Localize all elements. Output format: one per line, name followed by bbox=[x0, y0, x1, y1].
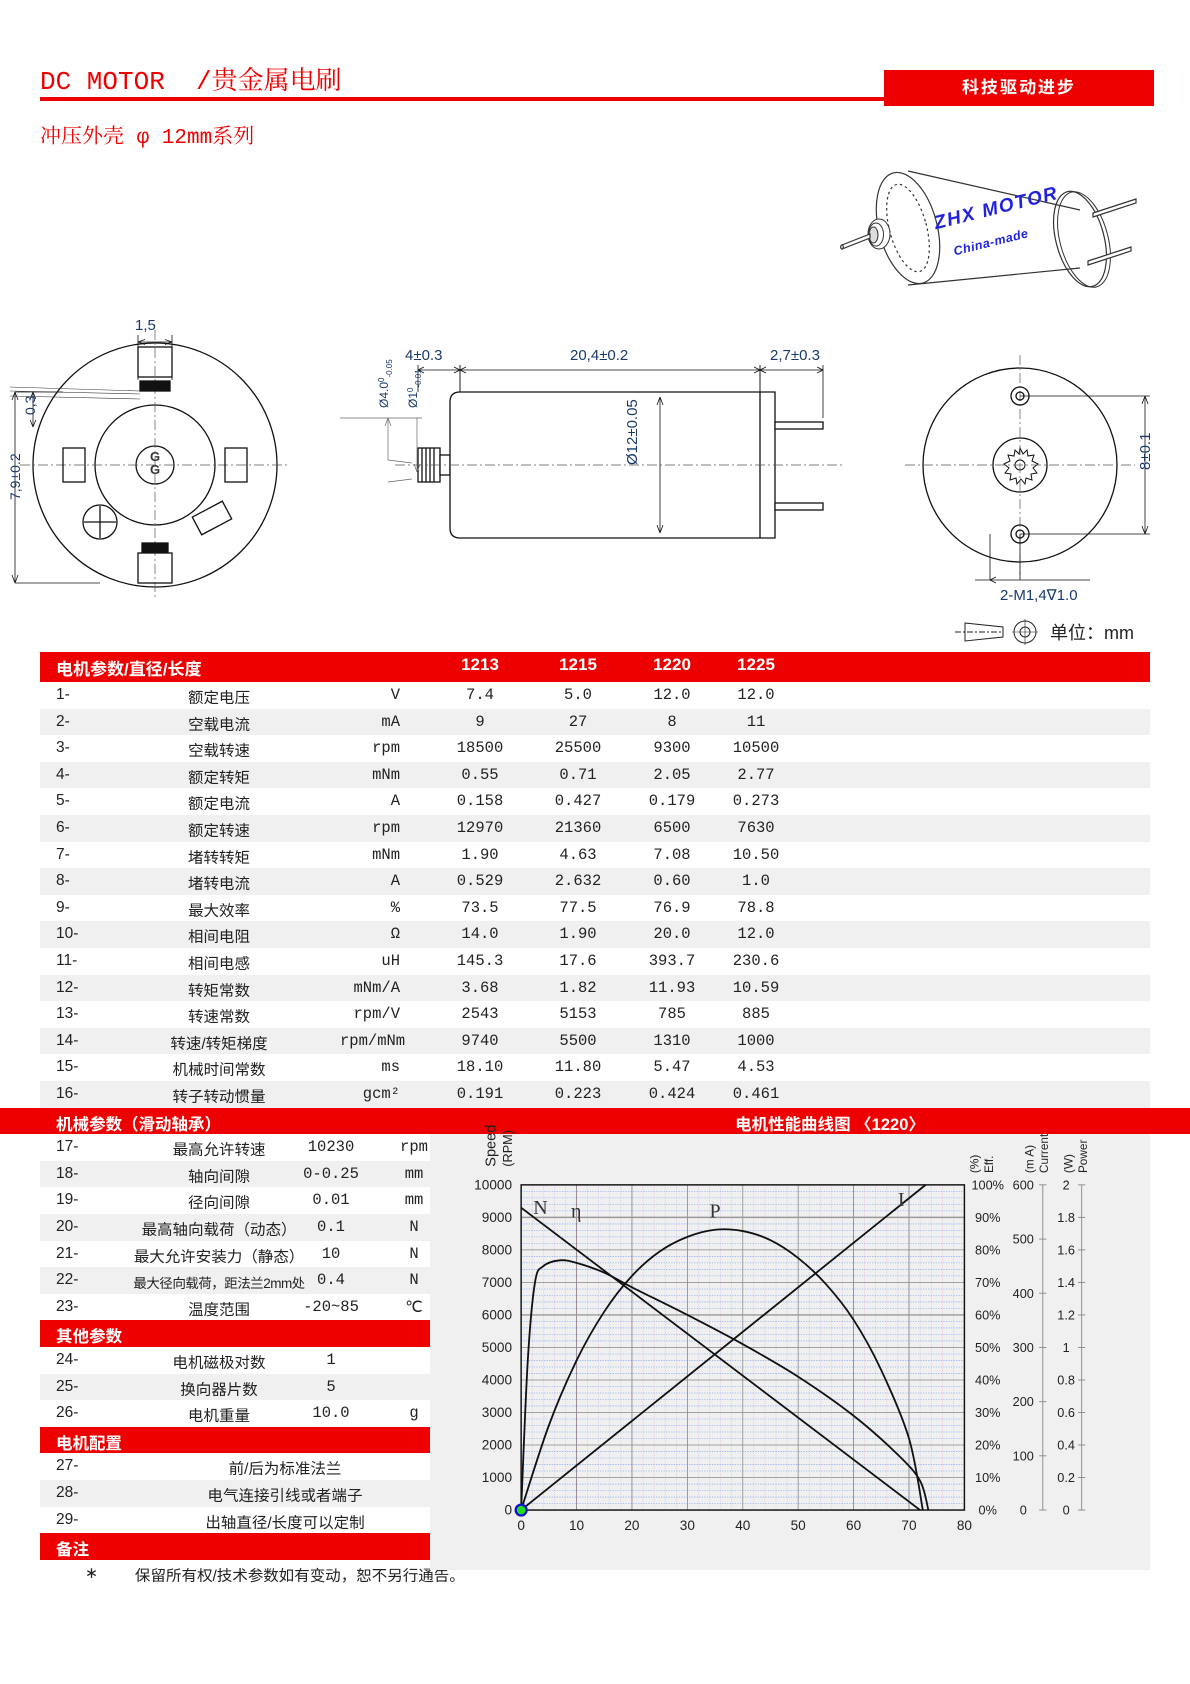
svg-text:0.6: 0.6 bbox=[1057, 1405, 1075, 1420]
svg-text:I: I bbox=[898, 1189, 905, 1211]
svg-text:600: 600 bbox=[1013, 1177, 1034, 1192]
svg-text:Power: Power bbox=[1076, 1140, 1090, 1174]
svg-text:4±0.3: 4±0.3 bbox=[405, 347, 442, 364]
svg-text:20,4±0.2: 20,4±0.2 bbox=[570, 347, 628, 364]
svg-text:7,9±0.2: 7,9±0.2 bbox=[7, 453, 23, 500]
svg-text:Ø10-0.01: Ø10-0.01 bbox=[406, 369, 423, 408]
svg-text:40%: 40% bbox=[975, 1373, 1000, 1388]
svg-text:8000: 8000 bbox=[482, 1242, 513, 1257]
svg-text:60%: 60% bbox=[975, 1307, 1000, 1322]
svg-text:0.2: 0.2 bbox=[1057, 1470, 1075, 1485]
svg-text:30%: 30% bbox=[975, 1405, 1000, 1420]
svg-text:0: 0 bbox=[517, 1518, 525, 1533]
svg-text:0: 0 bbox=[1063, 1503, 1070, 1518]
svg-text:2-M1,4∇1.0: 2-M1,4∇1.0 bbox=[1000, 587, 1078, 604]
svg-text:40: 40 bbox=[735, 1518, 751, 1533]
svg-text:6000: 6000 bbox=[482, 1307, 513, 1322]
svg-text:30: 30 bbox=[680, 1518, 696, 1533]
svg-text:1,5: 1,5 bbox=[135, 317, 156, 334]
svg-text:10: 10 bbox=[569, 1518, 585, 1533]
svg-text:2: 2 bbox=[1063, 1177, 1070, 1192]
svg-text:100: 100 bbox=[1013, 1448, 1034, 1463]
svg-text:0.4: 0.4 bbox=[1057, 1438, 1075, 1453]
svg-text:2000: 2000 bbox=[482, 1438, 513, 1453]
svg-text:50%: 50% bbox=[975, 1340, 1000, 1355]
svg-text:1.2: 1.2 bbox=[1057, 1307, 1075, 1322]
svg-text:(RPM): (RPM) bbox=[500, 1130, 515, 1167]
svg-text:100%: 100% bbox=[971, 1177, 1003, 1192]
svg-text:300: 300 bbox=[1013, 1340, 1034, 1355]
svg-text:9000: 9000 bbox=[482, 1210, 513, 1225]
svg-text:70%: 70% bbox=[975, 1275, 1000, 1290]
svg-text:0: 0 bbox=[1020, 1503, 1027, 1518]
svg-text:500: 500 bbox=[1013, 1232, 1034, 1247]
svg-text:2,7±0.3: 2,7±0.3 bbox=[770, 347, 820, 364]
svg-text:P: P bbox=[710, 1200, 721, 1222]
svg-text:60: 60 bbox=[846, 1518, 862, 1533]
svg-text:20%: 20% bbox=[975, 1438, 1000, 1453]
svg-text:70: 70 bbox=[901, 1518, 917, 1533]
svg-text:1.4: 1.4 bbox=[1057, 1275, 1075, 1290]
svg-text:(W): (W) bbox=[1062, 1154, 1076, 1173]
svg-text:7000: 7000 bbox=[482, 1275, 513, 1290]
svg-text:4000: 4000 bbox=[482, 1373, 513, 1388]
svg-text:3000: 3000 bbox=[482, 1405, 513, 1420]
svg-text:η: η bbox=[571, 1200, 581, 1222]
svg-text:80%: 80% bbox=[975, 1242, 1000, 1257]
svg-text:(m A): (m A) bbox=[1023, 1145, 1037, 1173]
svg-text:Eff.: Eff. bbox=[982, 1156, 996, 1174]
svg-text:0,3: 0,3 bbox=[22, 395, 38, 415]
svg-text:50: 50 bbox=[791, 1518, 807, 1533]
svg-text:5000: 5000 bbox=[482, 1340, 513, 1355]
svg-text:20: 20 bbox=[624, 1518, 640, 1533]
svg-text:单位：mm: 单位：mm bbox=[1050, 623, 1134, 643]
svg-text:400: 400 bbox=[1013, 1286, 1034, 1301]
svg-text:10%: 10% bbox=[975, 1470, 1000, 1485]
svg-text:80: 80 bbox=[957, 1518, 973, 1533]
svg-text:N: N bbox=[533, 1197, 547, 1219]
svg-text:Current: Current bbox=[1037, 1133, 1051, 1173]
svg-text:Ø12±0.05: Ø12±0.05 bbox=[624, 399, 641, 465]
svg-text:G: G bbox=[150, 462, 160, 477]
svg-text:10000: 10000 bbox=[474, 1177, 512, 1192]
svg-text:0%: 0% bbox=[979, 1503, 997, 1518]
svg-text:0.8: 0.8 bbox=[1057, 1373, 1075, 1388]
svg-text:(%): (%) bbox=[968, 1155, 982, 1173]
svg-text:1000: 1000 bbox=[482, 1470, 513, 1485]
svg-text:200: 200 bbox=[1013, 1394, 1034, 1409]
svg-text:1.6: 1.6 bbox=[1057, 1242, 1075, 1257]
svg-text:1: 1 bbox=[1063, 1340, 1070, 1355]
svg-text:0: 0 bbox=[504, 1503, 512, 1518]
svg-text:1.8: 1.8 bbox=[1057, 1210, 1075, 1225]
svg-text:8±0.1: 8±0.1 bbox=[1137, 433, 1154, 470]
svg-text:Ø4.00-0.05: Ø4.00-0.05 bbox=[377, 359, 394, 408]
svg-text:Speed: Speed bbox=[484, 1125, 500, 1167]
svg-text:90%: 90% bbox=[975, 1210, 1000, 1225]
